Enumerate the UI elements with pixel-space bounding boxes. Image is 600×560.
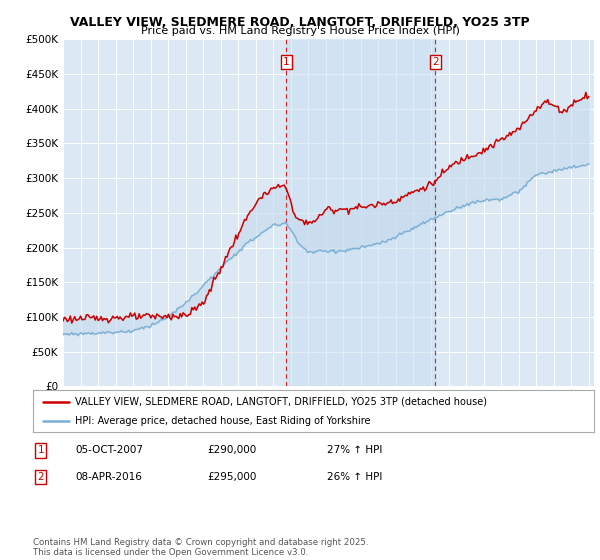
Text: 2: 2 [432,57,439,67]
Text: VALLEY VIEW, SLEDMERE ROAD, LANGTOFT, DRIFFIELD, YO25 3TP: VALLEY VIEW, SLEDMERE ROAD, LANGTOFT, DR… [70,16,530,29]
Text: £295,000: £295,000 [207,472,256,482]
Text: 1: 1 [283,57,290,67]
Text: 05-OCT-2007: 05-OCT-2007 [75,445,143,455]
Text: £290,000: £290,000 [207,445,256,455]
Text: HPI: Average price, detached house, East Riding of Yorkshire: HPI: Average price, detached house, East… [75,416,371,426]
Text: VALLEY VIEW, SLEDMERE ROAD, LANGTOFT, DRIFFIELD, YO25 3TP (detached house): VALLEY VIEW, SLEDMERE ROAD, LANGTOFT, DR… [75,396,487,407]
Text: Contains HM Land Registry data © Crown copyright and database right 2025.
This d: Contains HM Land Registry data © Crown c… [33,538,368,557]
Text: 27% ↑ HPI: 27% ↑ HPI [327,445,382,455]
Text: 1: 1 [37,445,44,455]
Text: 08-APR-2016: 08-APR-2016 [75,472,142,482]
Text: 2: 2 [37,472,44,482]
Bar [286,39,436,386]
Text: Price paid vs. HM Land Registry's House Price Index (HPI): Price paid vs. HM Land Registry's House … [140,26,460,36]
Text: 26% ↑ HPI: 26% ↑ HPI [327,472,382,482]
